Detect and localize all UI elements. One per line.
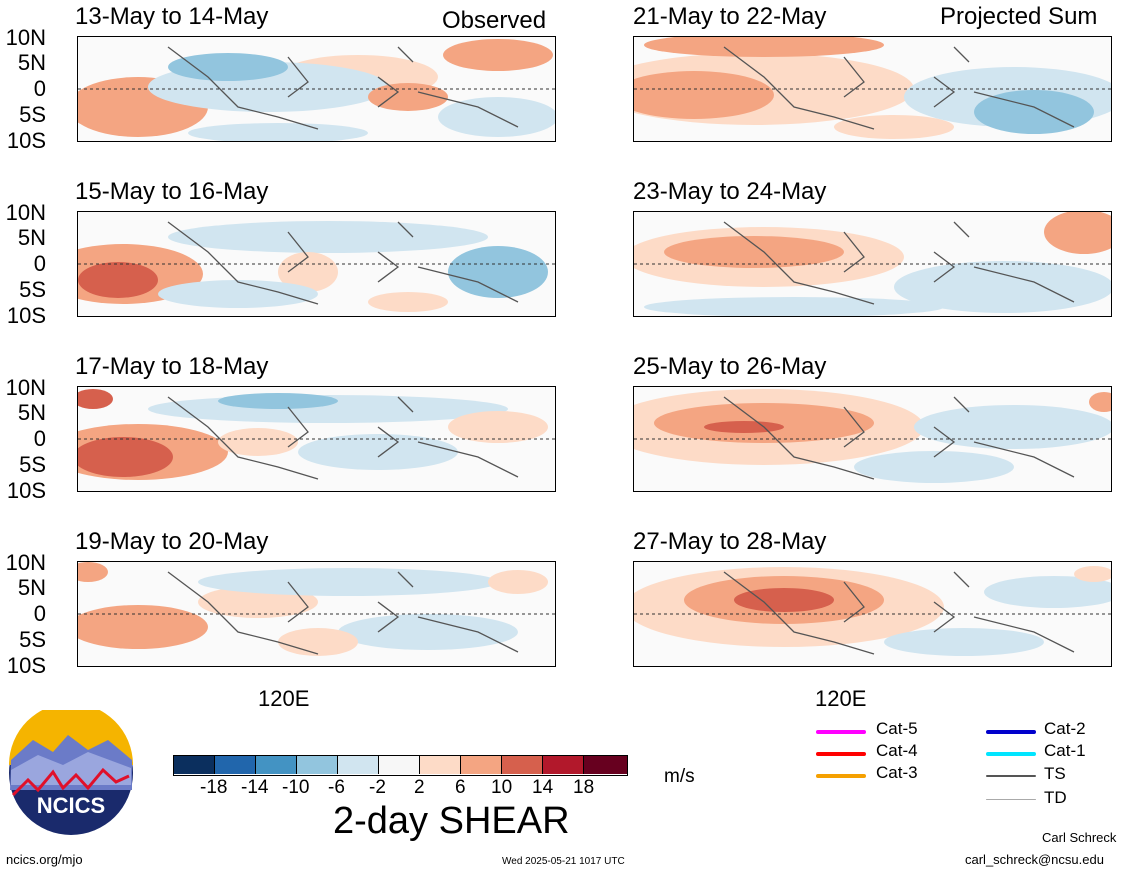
colorbar-swatch	[174, 756, 215, 774]
shear-map-panel	[633, 211, 1112, 317]
colorbar-swatch	[502, 756, 543, 774]
lat-label-10n: 10N	[5, 25, 46, 50]
colorbar-swatch	[215, 756, 256, 774]
lat-label-5s: 5S	[19, 102, 46, 127]
ncics-logo: NCICS	[8, 703, 134, 836]
colorbar-tick: 2	[414, 777, 425, 798]
shear-map-panel	[633, 386, 1112, 492]
legend-label-cat4: Cat-4	[876, 741, 918, 760]
lat-label-eq: 0	[33, 251, 46, 276]
lat-label-10s: 10S	[6, 478, 46, 503]
colorbar-swatch	[461, 756, 502, 774]
colorbar-swatch	[338, 756, 379, 774]
colorbar	[173, 755, 628, 776]
observed-label: Observed	[442, 7, 547, 34]
legend-label-cat2: Cat-2	[1044, 719, 1086, 738]
lat-label-10s: 10S	[6, 303, 46, 328]
footer-author: Carl Schreck	[1042, 830, 1117, 845]
legend-label-cat5: Cat-5	[876, 719, 918, 738]
lon-label: 120E	[258, 686, 310, 711]
shear-map-panel	[633, 36, 1112, 142]
lat-label-10n: 10N	[5, 550, 46, 575]
legend-line-cat1	[986, 752, 1036, 756]
lat-label-5s: 5S	[19, 627, 46, 652]
panel-title: 27-May to 28-May	[633, 528, 827, 555]
legend-line-cat4	[816, 752, 866, 756]
colorbar-swatch	[256, 756, 297, 774]
colorbar-tick: 14	[532, 777, 554, 798]
panel-title: 21-May to 22-May	[633, 3, 827, 30]
legend-line-ts	[986, 775, 1036, 777]
legend-label-td: TD	[1044, 788, 1067, 807]
shear-map-panel	[77, 386, 556, 492]
colorbar-swatch	[584, 756, 627, 774]
colorbar-swatch	[297, 756, 338, 774]
panel-title: 25-May to 26-May	[633, 353, 827, 380]
logo-text: NCICS	[37, 793, 105, 818]
colorbar-tick: -6	[328, 777, 345, 798]
colorbar-tick: -10	[282, 777, 310, 798]
colorbar-tick: -18	[200, 777, 228, 798]
legend-line-td	[986, 799, 1036, 800]
colorbar-tick: -2	[369, 777, 386, 798]
colorbar-tick: -14	[241, 777, 269, 798]
lat-label-eq: 0	[33, 426, 46, 451]
lat-label-5s: 5S	[19, 277, 46, 302]
shear-map-panel	[633, 561, 1112, 667]
legend-line-cat3	[816, 774, 866, 778]
panel-title: 17-May to 18-May	[75, 353, 269, 380]
panel-title: 15-May to 16-May	[75, 178, 269, 205]
shear-map-panel	[77, 36, 556, 142]
legend-label-ts: TS	[1044, 764, 1066, 783]
colorbar-title: 2-day SHEAR	[333, 800, 570, 842]
colorbar-tick: 6	[455, 777, 466, 798]
lon-label: 120E	[815, 686, 867, 711]
footer-timestamp: Wed 2025-05-21 1017 UTC	[502, 856, 625, 867]
lat-label-5s: 5S	[19, 452, 46, 477]
footer-url: ncics.org/mjo	[6, 852, 83, 867]
lat-label-5n: 5N	[17, 575, 46, 600]
colorbar-units: m/s	[664, 766, 695, 787]
colorbar-tick: 10	[491, 777, 513, 798]
projected-sum-label: Projected Sum	[940, 3, 1098, 30]
colorbar-swatch	[420, 756, 461, 774]
panel-title: 13-May to 14-May	[75, 3, 269, 30]
panel-title: 19-May to 20-May	[75, 528, 269, 555]
shear-map-panel	[77, 561, 556, 667]
lat-label-5n: 5N	[17, 50, 46, 75]
colorbar-swatch	[379, 756, 420, 774]
lat-label-10n: 10N	[5, 375, 46, 400]
lat-label-10s: 10S	[6, 128, 46, 153]
colorbar-swatch	[543, 756, 584, 774]
lat-label-5n: 5N	[17, 225, 46, 250]
colorbar-tick: 18	[573, 777, 595, 798]
legend-label-cat3: Cat-3	[876, 763, 918, 782]
lat-label-eq: 0	[33, 76, 46, 101]
legend-line-cat5	[816, 730, 866, 734]
legend-label-cat1: Cat-1	[1044, 741, 1086, 760]
shear-map-panel	[77, 211, 556, 317]
lat-label-eq: 0	[33, 601, 46, 626]
panel-title: 23-May to 24-May	[633, 178, 827, 205]
footer-email: carl_schreck@ncsu.edu	[965, 852, 1104, 867]
lat-label-10s: 10S	[6, 653, 46, 678]
legend-line-cat2	[986, 730, 1036, 734]
lat-label-5n: 5N	[17, 400, 46, 425]
lat-label-10n: 10N	[5, 200, 46, 225]
